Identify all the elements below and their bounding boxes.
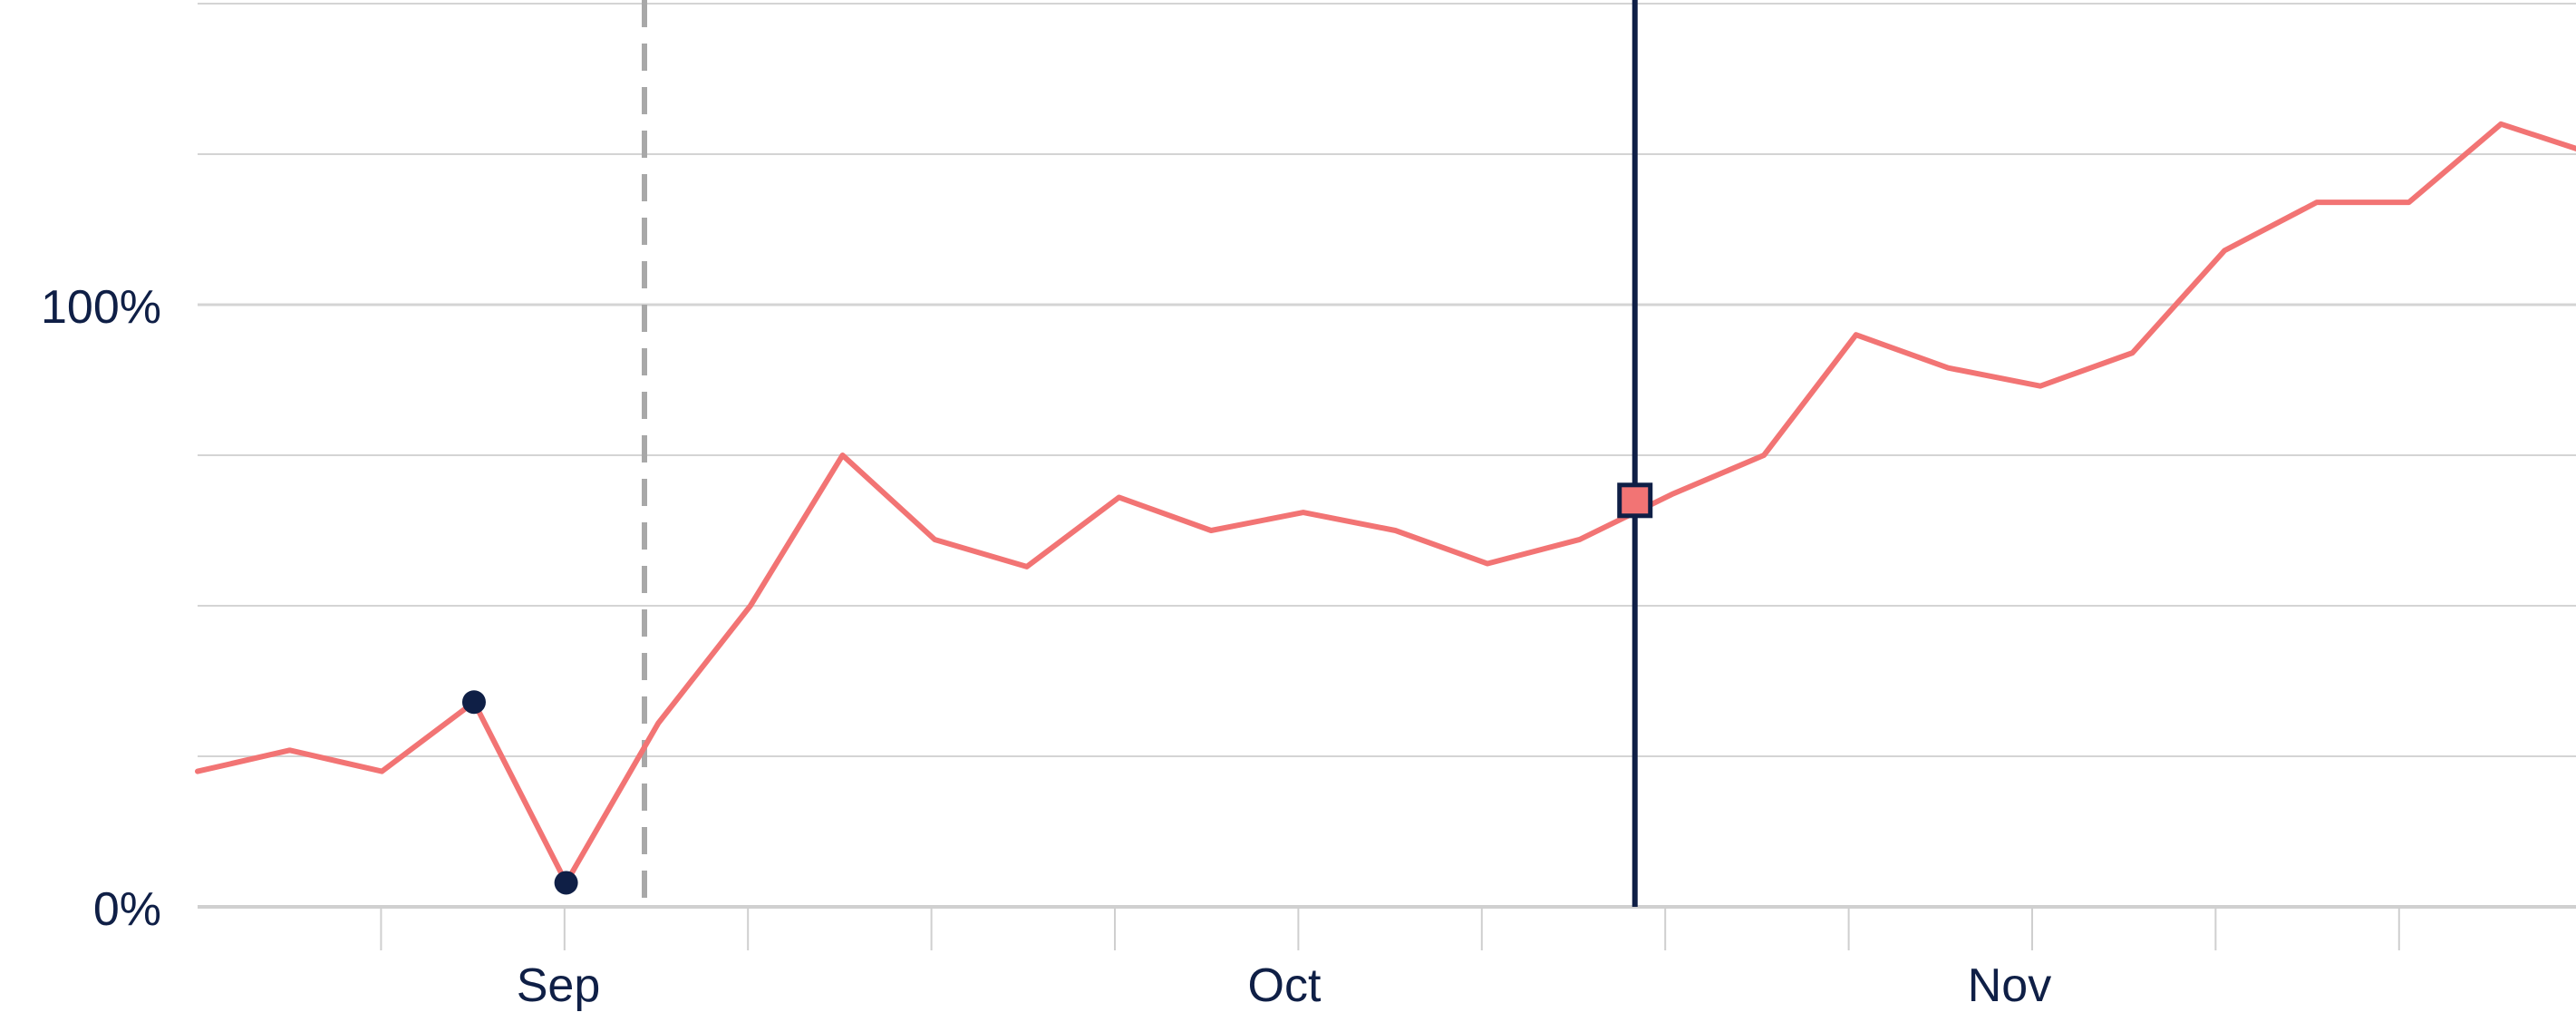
x-tick-label-oct: Oct xyxy=(1248,959,1322,1012)
marker-layer xyxy=(642,0,1638,907)
y-tick-label-0: 0% xyxy=(93,883,161,936)
series-line-0 xyxy=(195,121,2576,886)
y-tick-label-100: 100% xyxy=(41,281,161,334)
x-tick-label-nov: Nov xyxy=(1968,959,2051,1012)
series-layer xyxy=(195,121,2576,886)
x-tick-label-sep: Sep xyxy=(517,959,601,1012)
highlighted-point-1 xyxy=(554,871,578,895)
highlighted-point-0 xyxy=(461,690,486,715)
x-tick-layer xyxy=(380,907,2400,950)
point-layer xyxy=(461,482,1653,895)
grid-layer xyxy=(198,3,2576,909)
cursor-marker xyxy=(1617,482,1653,519)
